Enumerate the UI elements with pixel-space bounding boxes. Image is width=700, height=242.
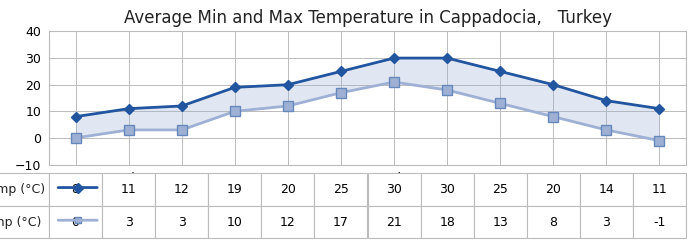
Title: Average Min and Max Temperature in Cappadocia,   Turkey: Average Min and Max Temperature in Cappa… (123, 9, 612, 27)
